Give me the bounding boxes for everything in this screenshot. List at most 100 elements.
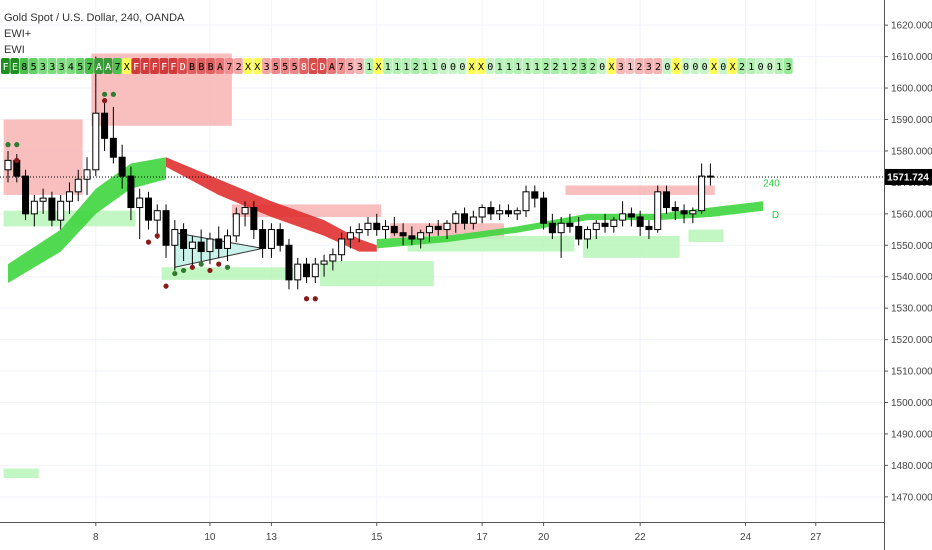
candle[interactable] xyxy=(83,157,91,195)
code-cell-bg xyxy=(103,58,113,74)
candle[interactable] xyxy=(399,223,407,246)
candle[interactable] xyxy=(390,216,398,236)
candle[interactable] xyxy=(548,213,556,239)
candle[interactable] xyxy=(443,220,451,239)
candle[interactable] xyxy=(329,248,337,271)
candle[interactable] xyxy=(680,204,688,224)
candle[interactable] xyxy=(645,220,653,239)
candle-body xyxy=(434,225,442,231)
candle[interactable] xyxy=(592,220,600,239)
candle[interactable] xyxy=(575,216,583,246)
candle[interactable] xyxy=(4,150,12,183)
candle[interactable] xyxy=(303,257,311,284)
code-cell: 0 xyxy=(448,58,458,74)
candle[interactable] xyxy=(206,232,214,265)
candle[interactable] xyxy=(65,182,73,214)
candle[interactable] xyxy=(48,191,56,227)
candle[interactable] xyxy=(171,220,179,271)
candle[interactable] xyxy=(382,220,390,239)
candle[interactable] xyxy=(698,163,706,214)
candle[interactable] xyxy=(706,163,714,186)
candle[interactable] xyxy=(127,166,135,221)
candle[interactable] xyxy=(417,229,425,249)
candle[interactable] xyxy=(434,220,442,236)
candle[interactable] xyxy=(504,204,512,217)
candle[interactable] xyxy=(355,223,363,243)
candle[interactable] xyxy=(469,210,477,230)
candle-body xyxy=(390,225,398,234)
candle[interactable] xyxy=(250,201,258,239)
candle[interactable] xyxy=(408,226,416,246)
ribbon-band xyxy=(166,157,377,252)
candle[interactable] xyxy=(92,56,100,177)
candle[interactable] xyxy=(22,169,30,221)
candle[interactable] xyxy=(224,229,231,261)
candle[interactable] xyxy=(627,207,635,227)
candle[interactable] xyxy=(180,223,188,261)
candle[interactable] xyxy=(461,207,469,230)
candle[interactable] xyxy=(162,204,170,258)
candle[interactable] xyxy=(101,100,109,151)
candle[interactable] xyxy=(30,194,38,227)
candle[interactable] xyxy=(601,213,609,233)
candle[interactable] xyxy=(557,216,565,258)
price-axis-panel[interactable] xyxy=(884,0,932,522)
code-cell-bg xyxy=(700,58,709,74)
candle[interactable] xyxy=(320,254,328,277)
candle-layer[interactable] xyxy=(4,56,714,290)
candle[interactable] xyxy=(294,257,302,290)
code-cell-bg xyxy=(327,58,337,74)
candle[interactable] xyxy=(583,226,591,249)
candle-body xyxy=(22,175,30,215)
candle[interactable] xyxy=(373,213,381,236)
candle[interactable] xyxy=(311,257,319,284)
code-cell: 0 xyxy=(718,58,728,74)
candle[interactable] xyxy=(610,216,618,233)
code-cell-bg xyxy=(672,58,681,74)
candle[interactable] xyxy=(276,223,284,252)
candle[interactable] xyxy=(619,201,627,227)
candle-body xyxy=(171,229,179,246)
candle[interactable] xyxy=(496,204,504,221)
candle[interactable] xyxy=(109,106,117,164)
candle[interactable] xyxy=(452,210,460,233)
candle[interactable] xyxy=(285,238,293,290)
candle[interactable] xyxy=(215,226,223,258)
candle[interactable] xyxy=(136,188,144,239)
candle[interactable] xyxy=(39,188,47,214)
candle[interactable] xyxy=(487,201,495,221)
candle[interactable] xyxy=(144,191,152,230)
candle[interactable] xyxy=(513,207,521,221)
candle-body xyxy=(557,222,565,234)
candle[interactable] xyxy=(663,185,670,214)
candle[interactable] xyxy=(636,210,644,236)
candle[interactable] xyxy=(57,194,65,230)
candle[interactable] xyxy=(689,207,697,224)
candle[interactable] xyxy=(188,235,196,268)
candle[interactable] xyxy=(522,185,530,217)
candle[interactable] xyxy=(153,204,161,239)
candle[interactable] xyxy=(654,185,662,233)
candle[interactable] xyxy=(118,144,126,189)
candle[interactable] xyxy=(531,185,539,208)
candle[interactable] xyxy=(267,223,275,258)
candle[interactable] xyxy=(364,216,372,236)
candle[interactable] xyxy=(540,191,548,230)
candle[interactable] xyxy=(259,220,267,258)
candle[interactable] xyxy=(338,232,346,261)
candle[interactable] xyxy=(425,223,433,243)
code-cell: 8 xyxy=(19,58,29,74)
candle[interactable] xyxy=(346,226,354,249)
signal-dot xyxy=(154,233,160,239)
code-cell: 3 xyxy=(783,58,793,74)
candle[interactable] xyxy=(671,201,679,221)
candle[interactable] xyxy=(197,229,205,261)
candle[interactable] xyxy=(478,204,486,224)
code-cell: 1 xyxy=(420,58,430,74)
candle[interactable] xyxy=(232,207,240,243)
code-cell: X xyxy=(467,58,476,74)
candle[interactable] xyxy=(74,169,82,202)
candle[interactable] xyxy=(241,201,249,227)
candle[interactable] xyxy=(566,213,574,233)
